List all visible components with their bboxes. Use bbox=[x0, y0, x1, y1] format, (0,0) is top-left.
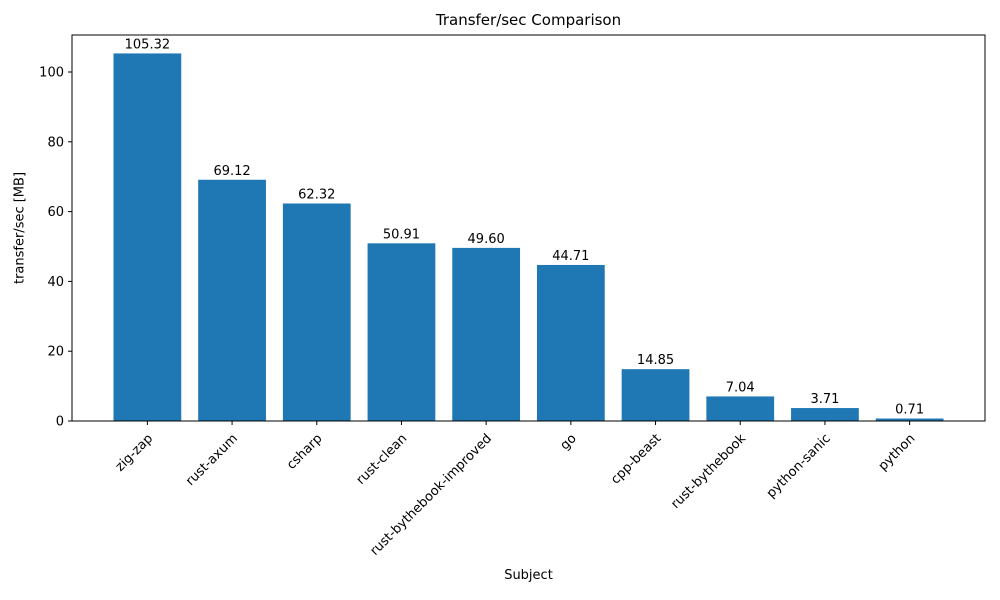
bar-value-label: 14.85 bbox=[637, 353, 674, 368]
bar-value-label: 50.91 bbox=[383, 227, 420, 242]
x-tick-label: zig-zap bbox=[113, 431, 156, 474]
bar-rust-bythebook bbox=[706, 396, 775, 421]
bar-go bbox=[536, 264, 605, 421]
bar-value-label: 69.12 bbox=[213, 164, 250, 179]
x-tick-label: rust-bythebook bbox=[668, 431, 749, 512]
x-tick-label: rust-axum bbox=[183, 431, 241, 489]
bar-cpp-beast bbox=[621, 369, 690, 421]
x-tick-label: csharp bbox=[284, 431, 326, 473]
y-tick-label: 40 bbox=[47, 275, 64, 290]
chart-title: Transfer/sec Comparison bbox=[435, 11, 622, 29]
bar-rust-bythebook-improved bbox=[452, 247, 521, 421]
bar-zig-zap bbox=[113, 53, 182, 422]
bar-rust-clean bbox=[367, 243, 436, 421]
bar-value-label: 105.32 bbox=[125, 37, 171, 52]
y-tick-label: 20 bbox=[47, 345, 64, 360]
bar-csharp bbox=[282, 203, 351, 421]
bar-value-label: 49.60 bbox=[468, 232, 505, 247]
x-tick-label: python bbox=[876, 431, 919, 474]
plot-border bbox=[71, 34, 986, 422]
y-tick-label: 60 bbox=[47, 205, 64, 220]
x-tick-label: go bbox=[558, 431, 580, 453]
y-tick-label: 80 bbox=[47, 135, 64, 150]
bar-value-label: 62.32 bbox=[298, 188, 335, 203]
bar-value-label: 44.71 bbox=[552, 249, 589, 264]
y-tick-label: 100 bbox=[39, 65, 64, 80]
bar-value-label: 7.04 bbox=[726, 380, 755, 395]
x-tick-label: cpp-beast bbox=[608, 431, 664, 487]
x-tick-label: python-sanic bbox=[764, 431, 834, 501]
bar-python-sanic bbox=[791, 408, 859, 421]
bar-python bbox=[875, 418, 944, 421]
bar-rust-axum bbox=[198, 179, 266, 421]
y-tick-label: 0 bbox=[56, 415, 64, 430]
x-axis-label: Subject bbox=[504, 568, 553, 583]
x-tick-label: rust-clean bbox=[354, 431, 411, 488]
bar-value-label: 3.71 bbox=[810, 392, 839, 407]
bar-value-label: 0.71 bbox=[895, 403, 924, 418]
